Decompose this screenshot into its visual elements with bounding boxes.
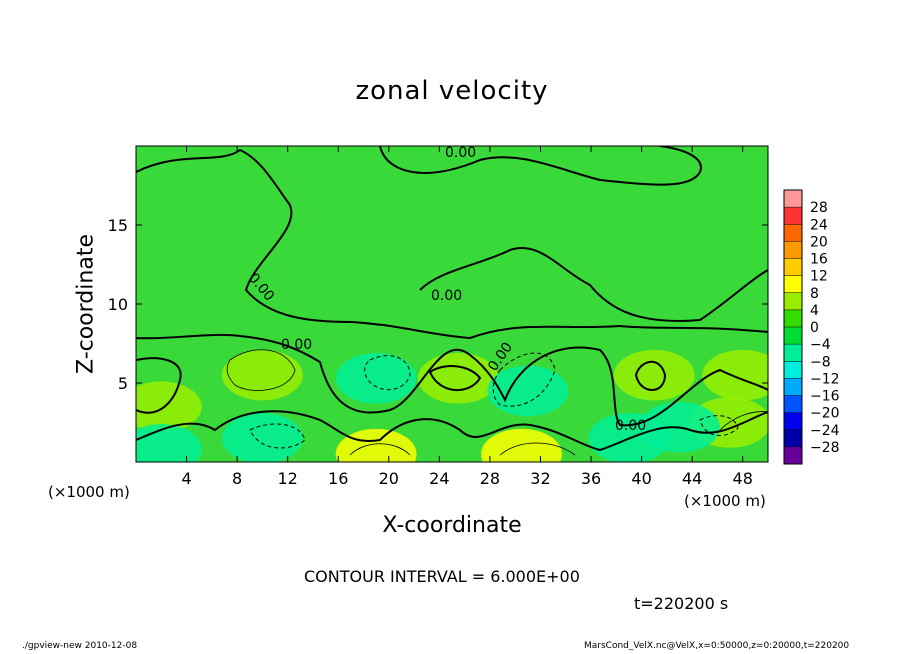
contour-label: 0.00 [281, 337, 312, 353]
x-axis-label: X-coordinate [382, 513, 522, 538]
x-tick-label: 4 [181, 469, 191, 488]
dashed-contours [249, 352, 739, 449]
negative-contour-2 [492, 352, 556, 407]
anomaly-blob [221, 349, 303, 401]
contour-interval: CONTOUR INTERVAL = 6.000E+00 [304, 567, 580, 586]
x-tick-label: 36 [581, 469, 601, 488]
x-axis-unit: (×1000 m) [684, 492, 766, 510]
negative-contour-3 [249, 423, 306, 449]
anomaly-blob [335, 428, 417, 462]
colorbar-swatch [784, 395, 802, 413]
colorbar-swatch [784, 309, 802, 327]
zero-contour-mid [419, 247, 768, 322]
anomaly-blob [136, 424, 202, 462]
field-anomalies [136, 349, 768, 462]
colorbar-label: −20 [810, 406, 840, 422]
colorbar-swatch [784, 275, 802, 293]
colorbar-swatch [784, 190, 802, 208]
colorbar-swatch [784, 241, 802, 259]
x-tick-label: 12 [278, 469, 298, 488]
chart-title: zonal velocity [355, 76, 549, 106]
contour-label: 0.00 [431, 288, 462, 304]
y-axis: 5 10 15 [108, 216, 768, 393]
colorbar-label: 0 [810, 320, 819, 336]
colorbar-swatch [784, 207, 802, 225]
y-tick-label: 5 [118, 374, 128, 393]
colorbar-label: 28 [810, 200, 828, 216]
zero-contour-left [136, 357, 182, 414]
colorbar-label: 8 [810, 286, 819, 302]
colorbar-label: 24 [810, 217, 828, 233]
anomaly-blob [613, 349, 695, 401]
colorbar-label: −16 [810, 389, 840, 405]
y-tick-label: 15 [108, 216, 128, 235]
x-tick-label: 40 [631, 469, 651, 488]
colorbar-label: −24 [810, 423, 840, 439]
negative-contour-1 [364, 355, 411, 390]
colorbar-swatch [784, 258, 802, 276]
anomaly-blob [702, 349, 768, 401]
colorbar-swatch [784, 344, 802, 362]
colorbar-label: −4 [810, 337, 831, 353]
colorbar-swatch [784, 378, 802, 396]
colorbar-swatch [784, 361, 802, 379]
plot-area: 0.00 0.00 0.00 0.00 0.00 0.00 [136, 145, 768, 462]
colorbar-label: −12 [810, 371, 840, 387]
x-axis: 4 8 12 16 20 24 28 32 36 40 44 48 [181, 146, 753, 488]
x-tick-label: 32 [530, 469, 550, 488]
zero-contour-band [136, 333, 768, 427]
x-tick-label: 28 [480, 469, 500, 488]
colorbar-label: 4 [810, 303, 819, 319]
negative-contour-4 [699, 415, 739, 436]
colorbar-label: −28 [810, 440, 840, 456]
positive-contour-4 [719, 411, 768, 431]
x-tick-label: 48 [733, 469, 753, 488]
time-label: t=220200 s [634, 594, 729, 613]
colorbar-label: 20 [810, 234, 828, 250]
x-tick-label: 24 [429, 469, 449, 488]
zero-contour-loop-1 [634, 360, 667, 391]
footer-program: ./gpview-new 2010-12-08 [22, 641, 138, 651]
zero-contour-lower [136, 410, 768, 452]
zero-contour-upper [136, 148, 768, 340]
contour-label: 0.00 [615, 418, 646, 434]
colorbar-swatch [784, 224, 802, 242]
colorbar-swatch [784, 429, 802, 447]
zero-contour-top [379, 146, 702, 186]
x-tick-label: 8 [232, 469, 242, 488]
colorbar-swatch [784, 446, 802, 464]
colorbar-label: 12 [810, 269, 828, 285]
anomaly-blob [221, 413, 303, 462]
contour-lines [136, 146, 768, 452]
colorbar-label: −8 [810, 354, 831, 370]
positive-contour-1 [226, 349, 296, 391]
y-axis-label: Z-coordinate [73, 234, 99, 374]
positive-contour-3 [499, 442, 576, 456]
anomaly-blob [487, 365, 569, 417]
zero-contour-loop-2 [428, 365, 482, 392]
x-tick-label: 16 [328, 469, 348, 488]
thin-contours [226, 349, 768, 456]
contour-label: 0.00 [445, 145, 476, 161]
anomaly-blob [417, 352, 499, 404]
x-tick-label: 44 [682, 469, 702, 488]
colorbar-swatch [784, 327, 802, 345]
colorbar-swatch [784, 412, 802, 430]
y-tick-label: 10 [108, 295, 128, 314]
anomaly-blob [136, 381, 202, 432]
colorbar-swatch [784, 292, 802, 310]
y-axis-unit: (×1000 m) [48, 483, 130, 501]
anomaly-blob [335, 352, 417, 404]
footer-source: MarsCond_VelX.nc@VelX,x=0:50000,z=0:2000… [584, 641, 850, 651]
positive-contour-2 [349, 443, 411, 456]
colorbar-label: 16 [810, 252, 828, 268]
x-tick-label: 20 [379, 469, 399, 488]
